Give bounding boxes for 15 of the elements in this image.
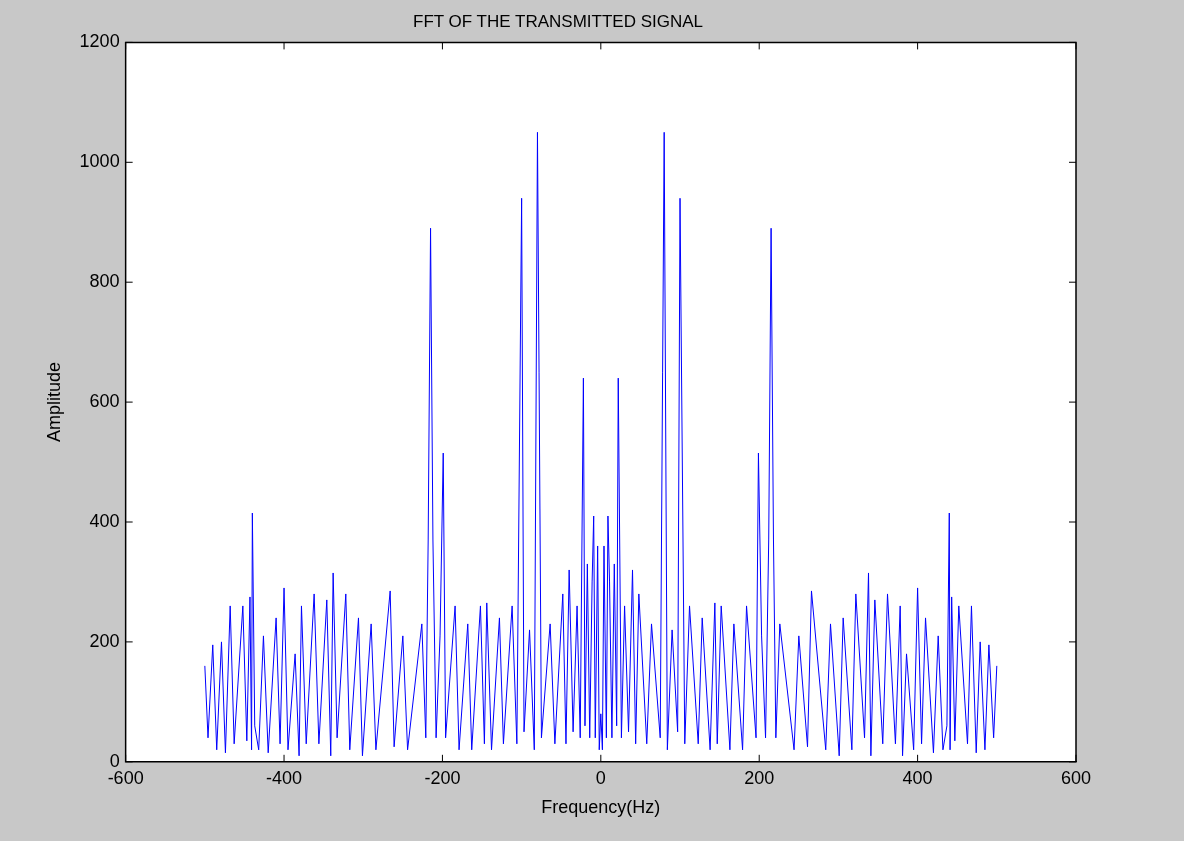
x-axis-title: Frequency(Hz) [541, 797, 661, 818]
x-tick-label: -200 [424, 767, 461, 788]
y-axis-title: Amplitude [43, 362, 64, 443]
y-tick-label: 600 [89, 391, 120, 412]
x-tick-label: 600 [1060, 767, 1092, 788]
chart-title: FFT OF THE TRANSMITTED SIGNAL [413, 11, 703, 31]
y-tick-label: 400 [89, 510, 120, 531]
y-tick-label: 1200 [79, 31, 120, 52]
y-tick-label: 1000 [79, 151, 120, 172]
x-tick-label: 400 [902, 767, 933, 788]
y-tick-label: 800 [89, 271, 120, 292]
x-tick-label: -400 [266, 767, 303, 788]
x-tick-label: 0 [595, 767, 606, 788]
x-tick-label: 200 [744, 767, 775, 788]
y-tick-label: 200 [89, 630, 120, 651]
